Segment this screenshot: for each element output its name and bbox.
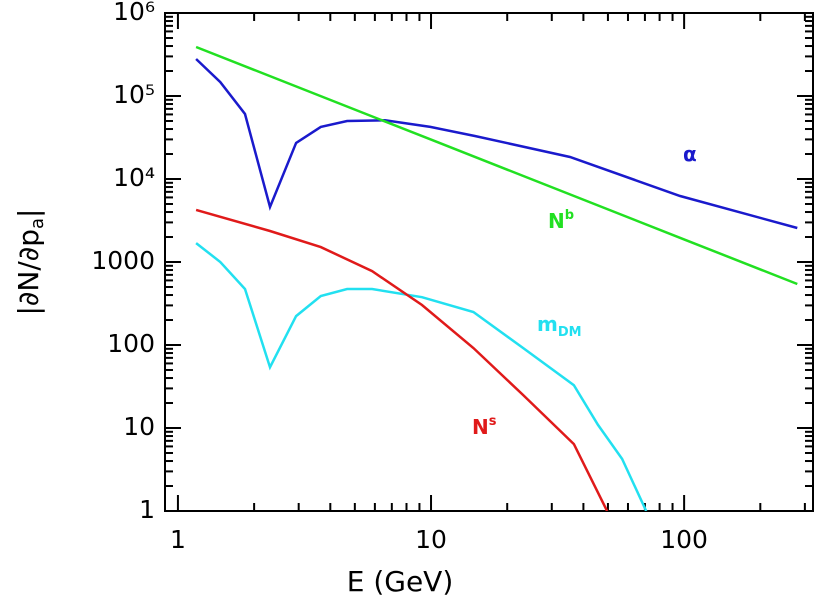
series-line [195,45,798,286]
series-line [195,242,648,511]
x-tick-label: 10 [415,525,447,554]
x-axis-label: E (GeV) [347,565,454,598]
series-label-name: N [472,415,489,439]
y-tick-label: 10⁵ [113,80,155,109]
y-tick-label: 10⁶ [113,0,155,26]
y-label-sub: a [27,218,48,229]
y-tick-label: 1 [139,495,155,524]
y-tick-label: 100 [107,329,155,358]
x-tick-label: 1 [170,525,186,554]
series-line [195,208,609,511]
plot-frame [164,12,814,512]
series-label-name: α [683,142,697,166]
y-tick-label: 10⁴ [113,163,155,192]
series-label: Nb [548,208,574,233]
series-line [195,58,798,230]
y-label-end: | [12,208,45,217]
series-label: mDM [537,312,582,340]
series-label: α [683,142,697,166]
series-label-name: N [548,209,565,233]
series-label: Ns [472,414,497,439]
x-tick-label: 100 [660,525,708,554]
y-tick-label: 1000 [91,246,155,275]
series-label-sup: s [489,414,497,429]
series-label-sup: b [565,208,574,223]
series-label-name: m [537,312,558,336]
y-tick-label: 10 [123,412,155,441]
y-label-main: |∂N/∂p [12,229,45,316]
series-label-sub: DM [558,325,582,340]
y-axis-label: |∂N/∂pa| [12,208,48,315]
